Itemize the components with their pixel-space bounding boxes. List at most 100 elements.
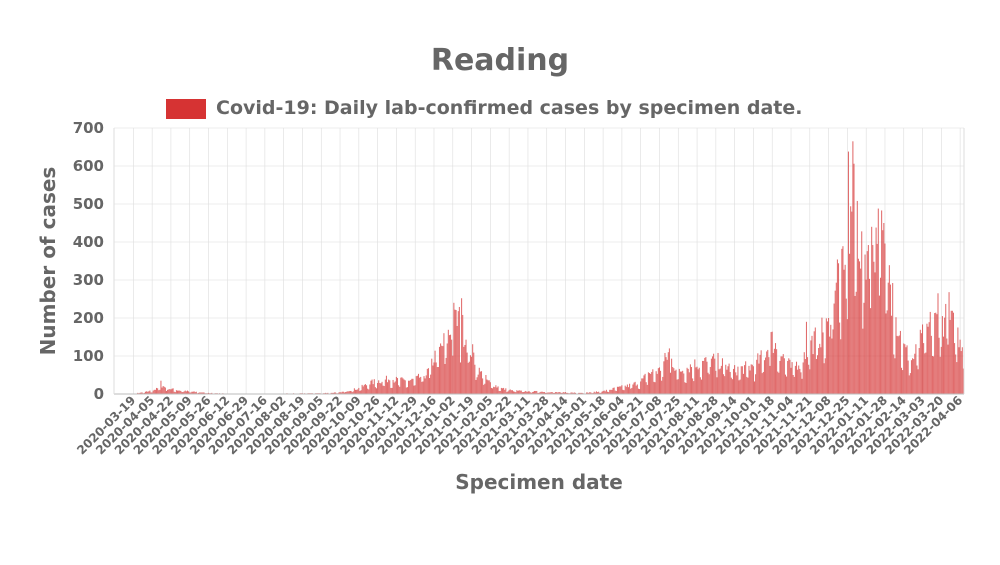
bar (513, 391, 515, 394)
bar (697, 369, 699, 394)
bar (395, 376, 397, 394)
bar (185, 391, 187, 394)
bar (678, 368, 680, 394)
bar (585, 392, 588, 394)
bar (812, 354, 814, 394)
bar (433, 362, 435, 394)
bar (918, 348, 920, 394)
bar (823, 363, 825, 394)
bar (636, 384, 638, 394)
bar (473, 352, 475, 394)
legend-swatch (166, 99, 206, 119)
bar (200, 392, 202, 394)
bar (347, 391, 349, 394)
bar (897, 336, 899, 394)
bar (798, 365, 800, 394)
bar (809, 369, 811, 394)
bar (889, 284, 891, 394)
bar (940, 346, 942, 394)
bar (161, 387, 163, 394)
bar (831, 338, 833, 394)
bar (941, 316, 943, 394)
bar (641, 378, 643, 394)
bar (451, 339, 453, 394)
bar (165, 390, 167, 394)
bar (667, 352, 669, 394)
bar (690, 367, 693, 394)
bar (471, 356, 473, 394)
bar (923, 343, 925, 394)
bar (345, 392, 347, 394)
bar (437, 367, 439, 394)
bar (360, 390, 362, 394)
bar (847, 151, 849, 394)
bar (150, 392, 152, 394)
bar (424, 378, 426, 394)
bar (693, 381, 695, 394)
bar (551, 392, 553, 394)
bar (578, 392, 580, 394)
bar (794, 365, 796, 394)
bar (593, 391, 595, 394)
bar (425, 375, 427, 394)
bar (436, 367, 438, 394)
bar (549, 392, 551, 394)
bar (547, 392, 549, 394)
bar (466, 352, 468, 394)
bar (426, 368, 428, 394)
bar (763, 360, 765, 394)
bar (559, 392, 561, 394)
bar (486, 379, 488, 394)
bar (824, 358, 826, 394)
bar (543, 392, 546, 394)
bar (731, 379, 733, 394)
x-tick-labels: 2020-03-192020-04-052020-04-222020-05-09… (74, 393, 965, 457)
bar (181, 392, 183, 394)
bar (373, 379, 375, 394)
bar (574, 392, 576, 394)
y-tick-label: 0 (94, 385, 104, 403)
bar (707, 372, 709, 394)
bar (625, 386, 627, 394)
bar (366, 385, 368, 394)
bar (658, 367, 660, 394)
bar (884, 243, 886, 394)
bar (856, 200, 858, 394)
bar (580, 392, 582, 394)
bar (383, 386, 385, 394)
bar (599, 392, 601, 394)
bar (356, 389, 358, 394)
bar (834, 290, 836, 394)
bar (158, 390, 160, 394)
bar (363, 384, 365, 394)
bar (872, 245, 874, 394)
bar (876, 243, 878, 394)
bar (570, 392, 572, 394)
bar (962, 368, 964, 394)
bar (829, 336, 831, 394)
bar (573, 392, 575, 394)
bar (675, 369, 677, 394)
bar (564, 392, 567, 394)
bar (516, 390, 518, 394)
bar (595, 391, 597, 394)
bar (757, 353, 759, 394)
bar (684, 382, 686, 394)
bar (201, 392, 203, 394)
legend-label: Covid-19: Daily lab-confirmed cases by s… (216, 97, 802, 119)
bar (839, 322, 841, 394)
y-tick-label: 300 (73, 271, 104, 289)
bar (455, 310, 457, 394)
bar (506, 392, 508, 394)
bar (800, 372, 802, 394)
bar (351, 392, 353, 394)
bar (479, 371, 481, 394)
bar (358, 387, 360, 394)
bar (702, 360, 704, 394)
bar (483, 384, 485, 394)
bar (198, 392, 200, 394)
bar (822, 332, 824, 394)
bar (875, 227, 877, 394)
bar (808, 364, 810, 394)
bar (749, 370, 751, 394)
